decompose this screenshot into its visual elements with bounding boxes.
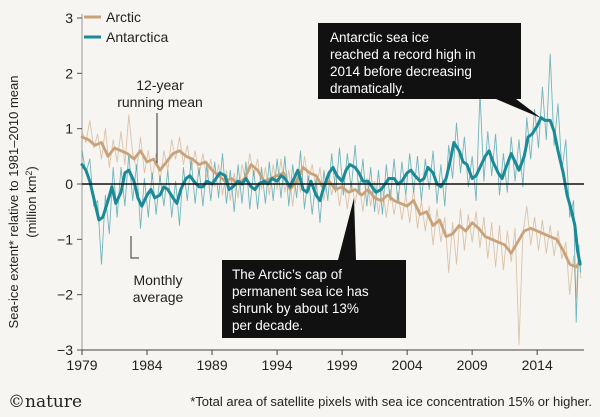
y-axis-unit-superscript: 2 [24,171,34,176]
x-tick-label: 2014 [522,357,553,373]
nature-logo: ©nature [8,392,83,412]
antarctic-callout-pointer [496,99,541,118]
antarctic-callout-box [318,23,521,99]
x-tick-label: 2004 [392,357,423,373]
y-axis-label-line2: (million km2) [24,166,39,237]
x-tick-labels: 1979 1984 1989 1994 1999 2004 2009 2014 [66,349,584,373]
arctic-callout: The Arctic’s cap of permanent sea ice ha… [222,198,406,338]
y-tick-label: −1 [57,231,73,247]
legend-label-arctic: Arctic [106,9,141,25]
monthly-annotation: Monthly average [130,236,184,305]
antarctic-callout-line2: reached a record high in [330,47,476,62]
monthly-label-line2: average [133,289,184,305]
arctic-callout-line2: permanent sea ice has [232,284,369,299]
x-tick-label: 1994 [261,357,292,373]
arctic-callout-line3: shrunk by about 13% [232,301,359,316]
footnote: *Total area of satellite pixels with sea… [190,394,592,409]
running-mean-line-antarctica [80,116,582,266]
arctic-callout-line4: per decade. [232,318,303,333]
y-axis-unit-prefix: (million km [24,176,39,238]
legend-label-antarctica: Antarctica [106,29,168,45]
x-tick-label: 1984 [131,357,162,373]
x-tick-label: 1979 [66,357,97,373]
running-mean-label-line1: 12-year [136,77,184,93]
x-tick-label: 2009 [457,357,488,373]
y-tick-labels: 3 2 1 0 −1 −2 −3 [57,10,82,358]
running-mean-annotation: 12-year running mean [117,77,203,163]
y-tick-label: −3 [57,342,73,358]
x-tick-label: 1989 [196,357,227,373]
arctic-callout-box [222,260,406,338]
monthly-label-line1: Monthly [133,272,182,288]
arctic-callout-line1: The Arctic’s cap of [232,267,342,282]
antarctic-callout-line4: dramatically. [330,81,405,96]
antarctic-callout-line3: 2014 before decreasing [330,64,472,79]
y-tick-label: 1 [65,121,73,137]
arctic-callout-pointer [338,198,356,260]
antarctic-callout-line1: Antarctic sea ice [330,30,429,45]
running-mean-label-line2: running mean [117,94,203,110]
y-tick-label: −2 [57,287,73,303]
y-axis-unit-suffix: ) [24,166,39,170]
legend: Arctic Antarctica [84,9,168,45]
y-axis-label-line1: Sea-ice extent* relative to 1981–2010 me… [6,76,21,329]
sea-ice-chart: 3 2 1 0 −1 −2 −3 1979 1984 1989 1994 1999 2004 2009 2… [6,9,584,373]
y-tick-label: 2 [65,65,73,81]
running-mean-line-arctic [80,135,582,269]
running-mean-lines [80,116,582,269]
antarctic-callout: Antarctic sea ice reached a record high … [318,23,541,118]
x-tick-label: 1999 [327,357,358,373]
y-tick-label: 0 [65,176,73,192]
y-tick-label: 3 [65,10,73,26]
monthly-leader [130,236,139,259]
